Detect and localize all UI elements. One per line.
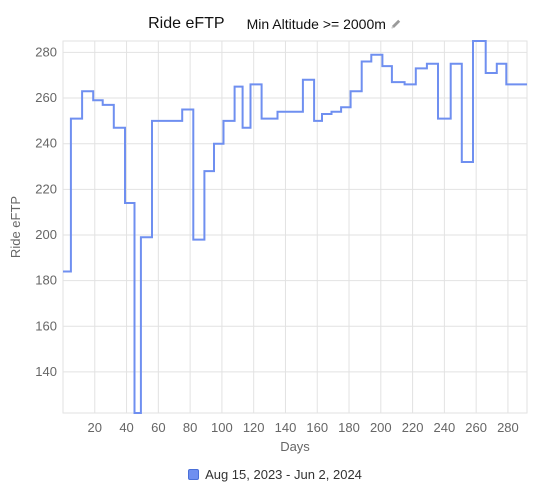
y-axis-label: Ride eFTP [8, 196, 23, 258]
legend-swatch[interactable] [188, 469, 200, 480]
altitude-filter-label[interactable]: Min Altitude >= 2000m [246, 16, 386, 32]
axes: 140 160 180 200 220 240 260 280 20 40 60 80 100 120 14… [35, 44, 518, 435]
x-tick-label: 40 [119, 420, 133, 435]
altitude-filter[interactable]: Min Altitude >= 2000m [247, 16, 402, 32]
x-tick-label: 60 [151, 420, 165, 435]
x-tick-label: 160 [306, 420, 328, 435]
y-tick-label: 240 [35, 136, 57, 151]
x-tick-label: 80 [183, 420, 197, 435]
x-tick-label: 240 [434, 420, 456, 435]
chart-title: Ride eFTP [148, 15, 225, 32]
legend[interactable]: Aug 15, 2023 - Jun 2, 2024 [0, 467, 550, 482]
y-tick-label: 220 [35, 181, 57, 196]
y-tick-label: 180 [35, 273, 57, 288]
x-tick-label: 260 [465, 420, 487, 435]
series-line[interactable] [63, 40, 527, 414]
plot-frame [62, 40, 528, 414]
x-tick-label: 20 [88, 420, 102, 435]
pencil-icon[interactable] [390, 18, 402, 30]
x-tick-label: 200 [370, 420, 392, 435]
series-layer[interactable] [63, 40, 527, 414]
y-tick-label: 160 [35, 318, 57, 333]
y-tick-label: 260 [35, 90, 57, 105]
x-axis-label: Days [280, 439, 310, 454]
y-tick-label: 140 [35, 364, 57, 379]
x-tick-label: 100 [211, 420, 233, 435]
legend-label[interactable]: Aug 15, 2023 - Jun 2, 2024 [205, 467, 362, 482]
x-tick-label: 220 [402, 420, 424, 435]
chart-header: Ride eFTP Min Altitude >= 2000m [0, 12, 550, 36]
gridlines [62, 40, 528, 414]
x-tick-label: 180 [338, 420, 360, 435]
x-tick-label: 140 [275, 420, 297, 435]
x-tick-label: 280 [497, 420, 519, 435]
x-tick-label: 120 [243, 420, 265, 435]
y-tick-label: 200 [35, 227, 57, 242]
y-tick-label: 280 [35, 44, 57, 59]
